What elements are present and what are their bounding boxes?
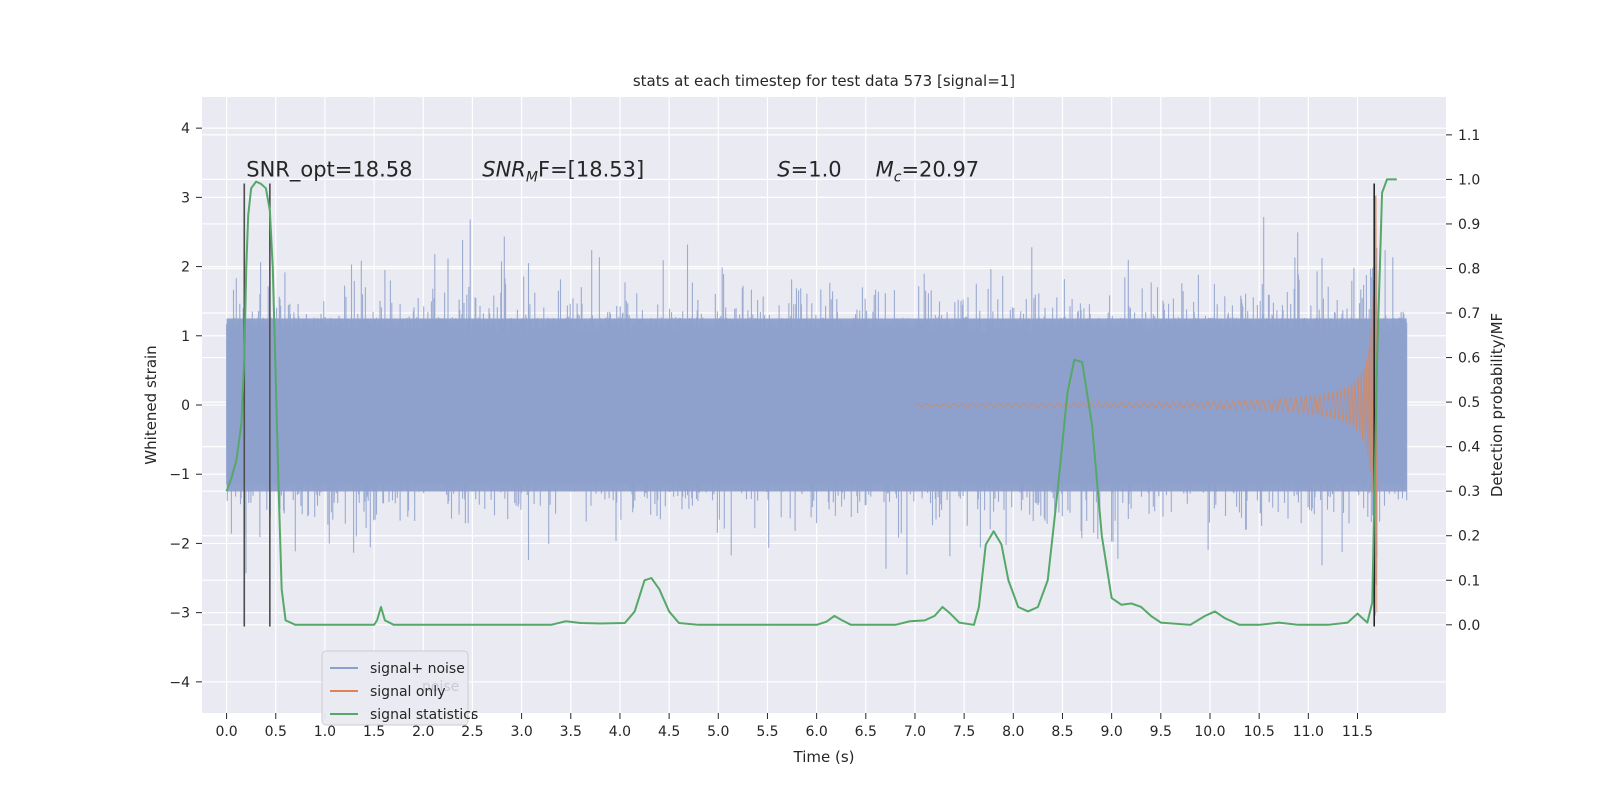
annotations: SNR_opt=18.58 SNRMF=[18.53] S=1.0 Mc=20.97 — [246, 158, 979, 186]
chart-title: stats at each timestep for test data 573… — [633, 72, 1015, 90]
x-tick-label: 3.5 — [560, 724, 582, 740]
y-tick-label: −4 — [169, 675, 190, 691]
annotation-main: SNR — [482, 158, 526, 182]
y-tick-label: 1 — [181, 329, 190, 345]
legend-box — [321, 650, 469, 726]
y-tick-label: 4 — [181, 121, 190, 137]
x-tick-label: 9.5 — [1150, 724, 1172, 740]
y-right-tick-label: 1.1 — [1458, 128, 1480, 144]
y-right-tick-label: 0.0 — [1458, 618, 1480, 634]
y-right-axis-label: Detection probability/MF — [1488, 313, 1506, 497]
x-tick-label: 6.5 — [855, 724, 877, 740]
y-tick-label: 3 — [181, 190, 190, 206]
legend-label: signal statistics — [370, 707, 478, 723]
legend-label: signal only — [370, 684, 445, 700]
annotation-rest: =1.0 — [791, 158, 842, 182]
signal-only-series — [914, 195, 1378, 616]
y-right-tick-label: 0.9 — [1458, 217, 1480, 233]
y-axis-label: Whitened strain — [142, 345, 160, 464]
x-tick-label: 0.0 — [215, 724, 237, 740]
x-tick-label: 6.0 — [805, 724, 827, 740]
x-tick-label: 10.0 — [1194, 724, 1225, 740]
annotation-sub: M — [526, 170, 538, 186]
annotation-rest: F=[18.53] — [538, 158, 644, 182]
annotation-text: SNRMF=[18.53] — [482, 158, 644, 186]
y-right-tick-label: 0.4 — [1458, 440, 1480, 456]
annotation-main: SNR_opt=18.58 — [246, 158, 412, 183]
annotation-text: SNR_opt=18.58 — [246, 158, 412, 183]
y-right-tick-label: 0.6 — [1458, 351, 1480, 367]
y-tick-label: 0 — [181, 398, 190, 414]
signal-only-line — [914, 195, 1378, 616]
y-right-tick-label: 1.0 — [1458, 172, 1480, 188]
y-tick-label: −1 — [169, 467, 190, 483]
annotation-sub: c — [894, 170, 902, 186]
x-tick-label: 5.0 — [707, 724, 729, 740]
x-tick-label: 2.5 — [461, 724, 483, 740]
y-right-tick-label: 0.7 — [1458, 306, 1480, 322]
y-right-tick-label: 0.1 — [1458, 573, 1480, 589]
x-tick-label: 11.0 — [1293, 724, 1324, 740]
x-tick-label: 3.0 — [510, 724, 532, 740]
x-tick-label: 8.5 — [1051, 724, 1073, 740]
y-tick-label: 2 — [181, 260, 190, 276]
signal-statistics-series — [225, 178, 1397, 626]
annotation-text: Mc=20.97 — [876, 158, 980, 186]
x-tick-label: 7.5 — [953, 724, 975, 740]
x-tick-label: 1.5 — [363, 724, 385, 740]
x-tick-label: 2.0 — [412, 724, 434, 740]
signal-statistics-line — [225, 178, 1397, 626]
signal-noise-series — [226, 195, 1408, 585]
annotation-rest: =20.97 — [901, 158, 979, 182]
x-axis-label: Time (s) — [793, 748, 855, 766]
y-right-tick-label: 0.5 — [1458, 395, 1480, 411]
x-tick-label: 5.5 — [756, 724, 778, 740]
signal-noise-band — [226, 318, 1407, 492]
annotation-text: S=1.0 — [777, 158, 841, 182]
y-right-tick-label: 0.3 — [1458, 484, 1480, 500]
x-tick-label: 7.0 — [904, 724, 926, 740]
y-tick-label: −2 — [169, 536, 190, 552]
legend-ghost-text: noise — [422, 679, 459, 695]
annotation-main: S — [777, 158, 790, 182]
x-tick-label: 8.0 — [1002, 724, 1024, 740]
x-tick-label: 0.5 — [265, 724, 287, 740]
legend-label: signal+ noise — [370, 661, 465, 677]
y-right-tick-label: 0.2 — [1458, 529, 1480, 545]
x-tick-label: 11.5 — [1342, 724, 1373, 740]
x-tick-label: 1.0 — [314, 724, 336, 740]
axis-ticks: 0.0 0.5 1.0 1.5 2.0 2.5 3.0 3.5 4.0 4.5 5.0 5.5 6.0 6… — [169, 121, 1480, 740]
x-tick-label: 9.0 — [1101, 724, 1123, 740]
y-tick-label: −3 — [169, 606, 190, 622]
x-tick-label: 4.0 — [609, 724, 631, 740]
y-right-tick-label: 0.8 — [1458, 261, 1480, 277]
x-tick-label: 10.5 — [1244, 724, 1275, 740]
x-tick-label: 4.5 — [658, 724, 680, 740]
legend: noise signal+ noise signal only signal stat… — [321, 650, 478, 726]
annotation-main: M — [876, 158, 894, 182]
